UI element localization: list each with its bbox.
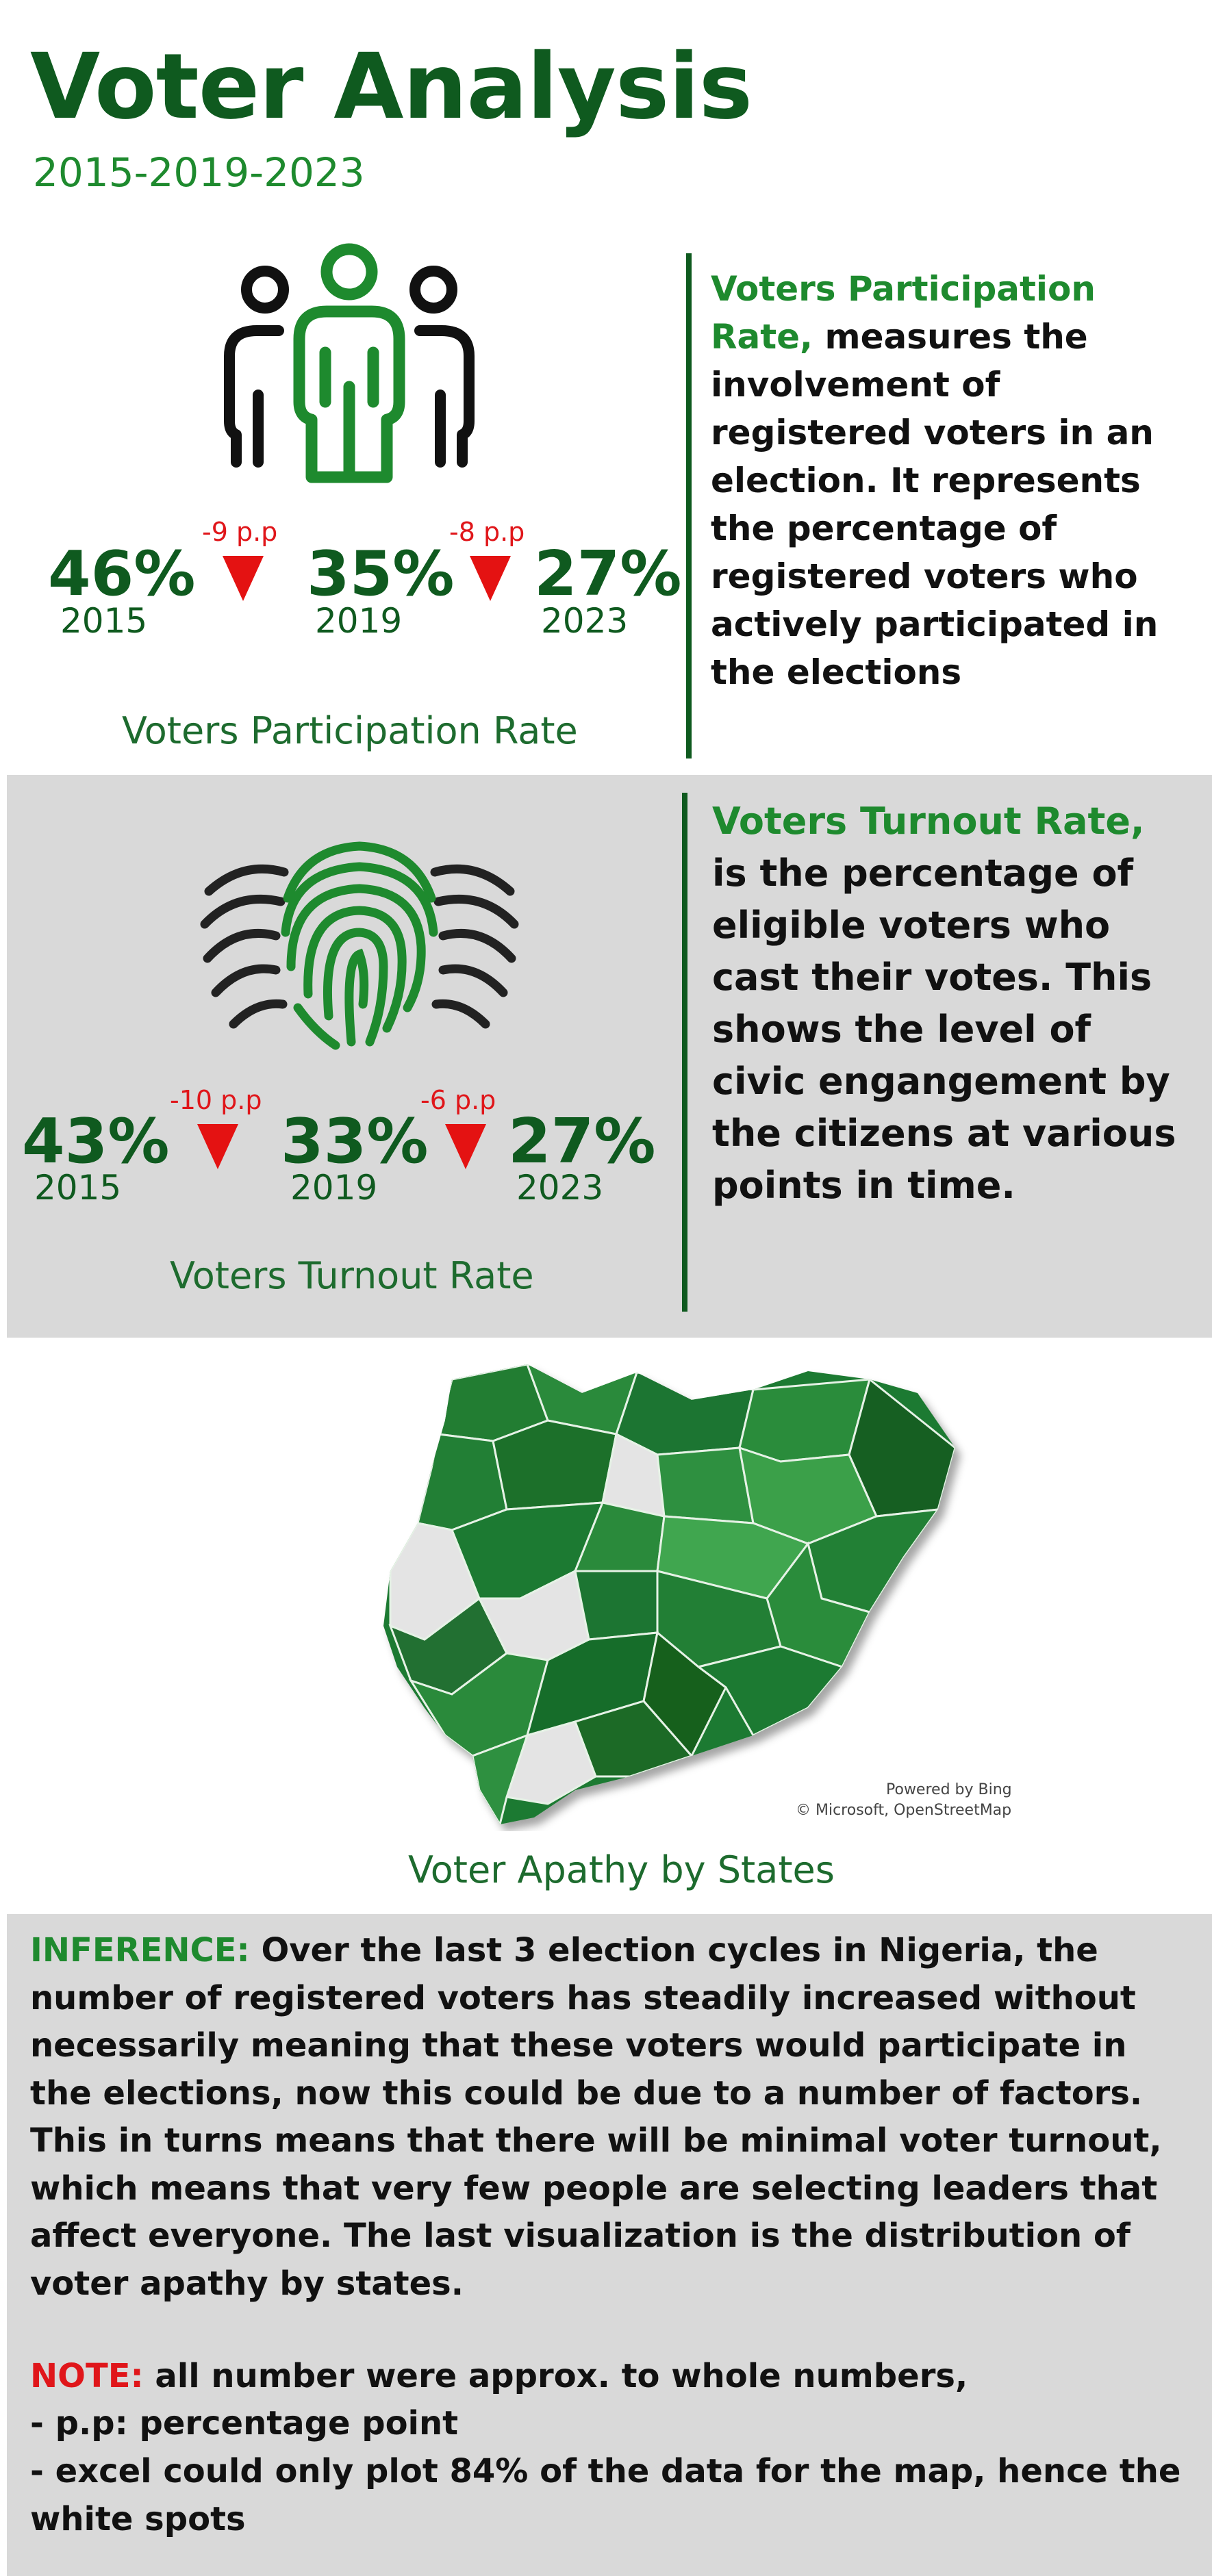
participation-change-1: -9 p.p	[202, 517, 278, 547]
note-body: all number were approx. to whole numbers…	[143, 2357, 968, 2395]
inference-text: INFERENCE: Over the last 3 election cycl…	[30, 1927, 1187, 2308]
turnout-definition: is the percentage of eligible voters who…	[712, 852, 1176, 1207]
note-line-map: - excel could only plot 84% of the data …	[30, 2452, 1181, 2538]
turnout-description: Voters Turnout Rate, is the percentage o…	[712, 795, 1191, 1212]
people-group-icon	[224, 243, 475, 483]
page-title: Voter Analysis	[30, 34, 753, 140]
participation-term: Voters Participation Rate,	[711, 269, 1096, 357]
participation-year-2015: 2015	[60, 601, 148, 641]
participation-description: Voters Participation Rate, measures the …	[711, 265, 1163, 696]
turnout-caption: Voters Turnout Rate	[170, 1254, 534, 1297]
participation-value-2019: 35%	[307, 538, 455, 610]
page-subtitle: 2015-2019-2023	[33, 149, 365, 196]
down-triangle-icon	[197, 1124, 238, 1169]
inference-panel	[7, 1914, 1212, 2576]
down-triangle-icon	[445, 1124, 486, 1169]
participation-definition: measures the involvement of registered v…	[711, 317, 1159, 692]
turnout-panel	[7, 775, 1212, 1338]
turnout-value-2019: 33%	[281, 1106, 429, 1177]
down-triangle-icon	[470, 556, 511, 601]
note-line-pp: - p.p: percentage point	[30, 2404, 459, 2443]
participation-value-2015: 46%	[48, 538, 196, 610]
participation-year-2023: 2023	[541, 601, 629, 641]
divider	[686, 253, 692, 758]
note-label: NOTE:	[30, 2357, 144, 2395]
map-caption: Voter Apathy by States	[408, 1848, 835, 1891]
turnout-year-2015: 2015	[34, 1168, 122, 1208]
fingerprint-icon	[200, 841, 519, 1050]
participation-change-2: -8 p.p	[449, 517, 525, 547]
participation-year-2019: 2019	[315, 601, 403, 641]
map-credit-bing: Powered by Bing	[886, 1781, 1012, 1798]
turnout-year-2023: 2023	[516, 1168, 604, 1208]
turnout-year-2019: 2019	[290, 1168, 378, 1208]
turnout-change-1: -10 p.p	[170, 1085, 262, 1115]
map-credit-osm: © Microsoft, OpenStreetMap	[796, 1802, 1012, 1819]
participation-caption: Voters Participation Rate	[122, 709, 578, 752]
nigeria-states-map	[383, 1364, 955, 1824]
participation-value-2023: 27%	[534, 538, 682, 610]
turnout-value-2015: 43%	[22, 1106, 170, 1177]
down-triangle-icon	[223, 556, 264, 601]
turnout-term: Voters Turnout Rate,	[712, 800, 1145, 843]
divider	[682, 793, 687, 1312]
inference-label: INFERENCE:	[30, 1931, 250, 1969]
turnout-change-2: -6 p.p	[420, 1085, 496, 1115]
inference-body: Over the last 3 election cycles in Niger…	[30, 1931, 1162, 2303]
turnout-value-2023: 27%	[508, 1106, 656, 1177]
note-text: NOTE: all number were approx. to whole n…	[30, 2353, 1187, 2401]
